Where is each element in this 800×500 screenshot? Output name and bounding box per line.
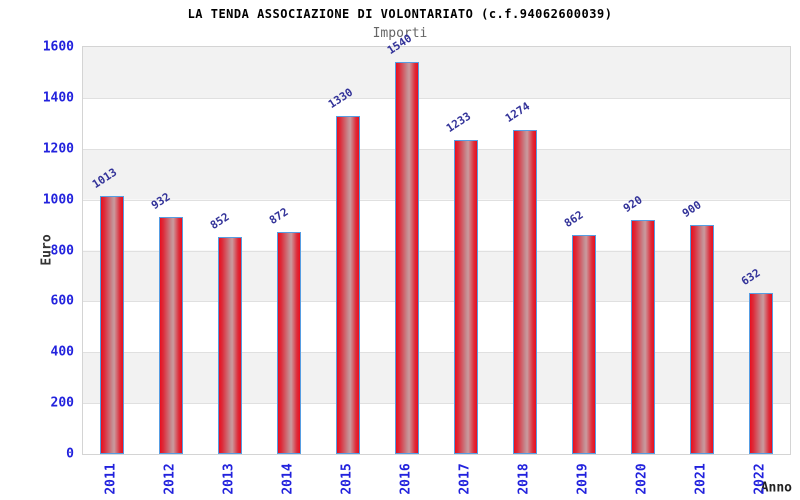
y-tick-label: 1200 [42,141,74,157]
x-tick-label: 2021 [693,463,709,495]
y-tick-label: 1400 [42,90,74,106]
gridline [83,250,790,252]
bar-2018 [512,129,537,454]
y-tick-label: 1000 [42,192,74,208]
bar-value-label: 872 [267,205,291,228]
y-axis-ticks: 0 200 400 600 800 1000 1200 1400 1600 [0,40,74,462]
gridline [83,403,790,405]
x-axis-label: Anno [760,480,792,496]
y-tick-label: 200 [50,395,74,411]
bar-value-label: 1013 [90,165,120,192]
x-tick-label: 2014 [280,463,296,495]
chart-subtitle: Importi [372,26,428,41]
x-tick-label: 2020 [634,463,650,495]
x-tick-label: 2012 [162,463,178,495]
plot-area: 1013 932 852 872 1330 1540 1233 1274 862 920 900 63… [82,32,791,455]
bar-value-label: 900 [679,198,704,221]
x-tick-label: 2017 [457,463,473,495]
x-tick-label: 2018 [516,463,532,495]
bar-2017 [453,140,478,454]
bar-value-label: 1330 [326,85,356,111]
bar-2014 [277,232,302,454]
bar-2016 [395,62,420,454]
gridline [83,97,790,99]
y-tick-label: 0 [66,446,74,462]
gridline [83,148,790,150]
y-tick-label: 600 [50,293,74,309]
bar-2019 [571,234,596,454]
y-tick-label: 800 [50,243,74,258]
x-tick-label: 2016 [398,463,414,495]
x-tick-label: 2015 [339,463,355,495]
bar-2022 [748,293,773,454]
bar-value-label: 1233 [443,110,474,136]
bar-2015 [336,115,361,454]
chart-title: LA TENDA ASSOCIAZIONE DI VOLONTARIATO (c… [187,7,613,21]
bar-2021 [689,225,714,454]
bar-value-label: 862 [561,208,586,230]
bar-2020 [630,219,655,454]
bar-2012 [159,216,184,454]
bar-value-label: 920 [620,193,645,215]
bar-value-label: 932 [149,190,174,212]
y-tick-label: 1600 [42,39,74,55]
x-tick-label: 2013 [221,463,237,495]
x-tick-label: 2019 [575,463,591,495]
bar-value-label: 1274 [502,99,533,125]
gridline [83,301,790,303]
x-tick-label: 2022 [752,463,768,495]
y-tick-label: 400 [50,344,74,360]
x-axis-ticks: 2011 2012 2013 2014 2015 2016 2017 2018 2019 2020… [82,456,791,500]
bar-value-label: 852 [208,210,232,233]
bar-2013 [218,237,243,454]
gridline [83,352,790,354]
gridline [83,199,790,201]
x-tick-label: 2011 [103,463,119,495]
bar-value-label: 632 [738,266,763,289]
bar-2011 [100,196,125,454]
